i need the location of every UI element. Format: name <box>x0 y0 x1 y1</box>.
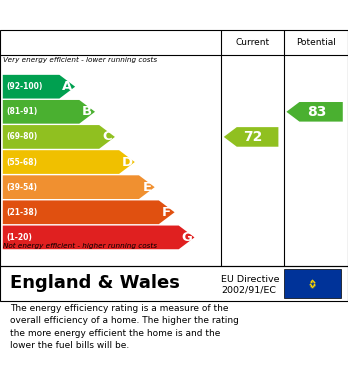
Polygon shape <box>3 125 115 149</box>
Text: Potential: Potential <box>296 38 336 47</box>
Polygon shape <box>224 127 278 147</box>
Text: (39-54): (39-54) <box>6 183 37 192</box>
Text: F: F <box>162 206 171 219</box>
Text: B: B <box>82 105 92 118</box>
Text: Not energy efficient - higher running costs: Not energy efficient - higher running co… <box>3 243 158 249</box>
Text: Current: Current <box>235 38 269 47</box>
Polygon shape <box>286 102 343 122</box>
Polygon shape <box>3 226 195 249</box>
Polygon shape <box>3 150 135 174</box>
Text: The energy efficiency rating is a measure of the
overall efficiency of a home. T: The energy efficiency rating is a measur… <box>10 304 239 350</box>
Text: A: A <box>62 80 72 93</box>
Text: (81-91): (81-91) <box>6 107 38 116</box>
Polygon shape <box>3 100 95 124</box>
Text: (55-68): (55-68) <box>6 158 37 167</box>
Text: 83: 83 <box>307 105 326 119</box>
Text: D: D <box>121 156 133 169</box>
Text: (21-38): (21-38) <box>6 208 38 217</box>
Text: 72: 72 <box>243 130 263 144</box>
Bar <box>284 269 341 298</box>
Text: 2002/91/EC: 2002/91/EC <box>221 285 276 294</box>
Text: Energy Efficiency Rating: Energy Efficiency Rating <box>10 7 232 23</box>
Polygon shape <box>3 75 75 99</box>
Text: Very energy efficient - lower running costs: Very energy efficient - lower running co… <box>3 57 158 63</box>
Text: E: E <box>142 181 151 194</box>
Text: G: G <box>181 231 192 244</box>
Text: C: C <box>102 131 112 143</box>
Text: (1-20): (1-20) <box>6 233 32 242</box>
Text: (69-80): (69-80) <box>6 133 38 142</box>
Text: EU Directive: EU Directive <box>221 275 279 284</box>
Polygon shape <box>3 201 175 224</box>
Text: England & Wales: England & Wales <box>10 274 180 292</box>
Text: (92-100): (92-100) <box>6 82 43 91</box>
Polygon shape <box>3 175 155 199</box>
